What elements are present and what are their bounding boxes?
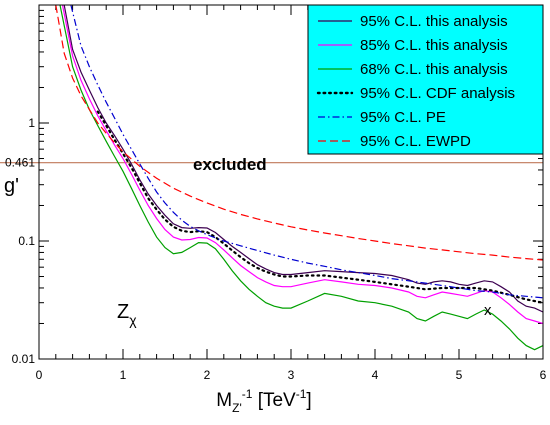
- legend: 95% C.L. this analysis 85% C.L. this anal…: [307, 4, 544, 155]
- legend-entries: 95% C.L. this analysis 85% C.L. this anal…: [316, 13, 515, 150]
- x-tick-labels: 0 1 2 3 4 5 6: [36, 368, 547, 382]
- y-axis-title: g': [4, 175, 19, 197]
- legend-box: [307, 4, 544, 155]
- x-marker-label: x: [484, 302, 492, 319]
- x-tick-label: 3: [288, 368, 295, 382]
- y-tick-label: 0.01: [12, 352, 36, 366]
- x-axis-title-main: M: [216, 390, 232, 411]
- x-tick-label: 2: [204, 368, 211, 382]
- y-tick-label: 0.461: [5, 156, 35, 170]
- x-axis-title-sup: -1: [242, 387, 253, 401]
- series-line-3: [59, 5, 543, 351]
- model-label: Zχ: [117, 301, 137, 328]
- x-axis-title: MZ'-1 [TeV-1]: [216, 387, 311, 415]
- model-label-main: Z: [117, 301, 129, 323]
- x-axis-title-close: ]: [306, 390, 311, 411]
- excluded-label: excluded: [193, 155, 267, 174]
- model-label-sub: χ: [129, 312, 137, 328]
- x-axis-title-sub: Z': [232, 401, 242, 415]
- x-tick-label: 6: [540, 368, 547, 382]
- x-tick-label: 0: [36, 368, 43, 382]
- legend-label-2: 85% C.L. this analysis: [360, 37, 508, 54]
- plot-frame: [38, 4, 544, 360]
- legend-label-1: 95% C.L. this analysis: [360, 13, 508, 30]
- series-group: [55, 5, 543, 351]
- x-tick-label: 4: [372, 368, 379, 382]
- legend-label-3: 68% C.L. this analysis: [360, 61, 508, 78]
- series-line-2: [61, 5, 543, 325]
- x-tick-label: 1: [120, 368, 127, 382]
- legend-label-4: 95% C.L. CDF analysis: [360, 85, 515, 102]
- x-axis-title-unit: [TeV: [252, 390, 296, 411]
- y-tick-label: 1: [28, 116, 35, 130]
- x-axis-title-unit-sup: -1: [296, 387, 307, 401]
- y-tick-labels: 0.01 0.1 0.461 1: [5, 116, 35, 366]
- legend-label-5: 95% C.L. PE: [360, 109, 446, 126]
- y-tick-label: 0.1: [18, 234, 35, 248]
- series-line-1: [63, 5, 543, 313]
- series-line-6: [55, 5, 543, 261]
- series-line-5: [70, 5, 543, 299]
- series-line-4: [96, 110, 543, 304]
- legend-label-6: 95% C.L. EWPD: [360, 133, 471, 150]
- x-tick-label: 5: [456, 368, 463, 382]
